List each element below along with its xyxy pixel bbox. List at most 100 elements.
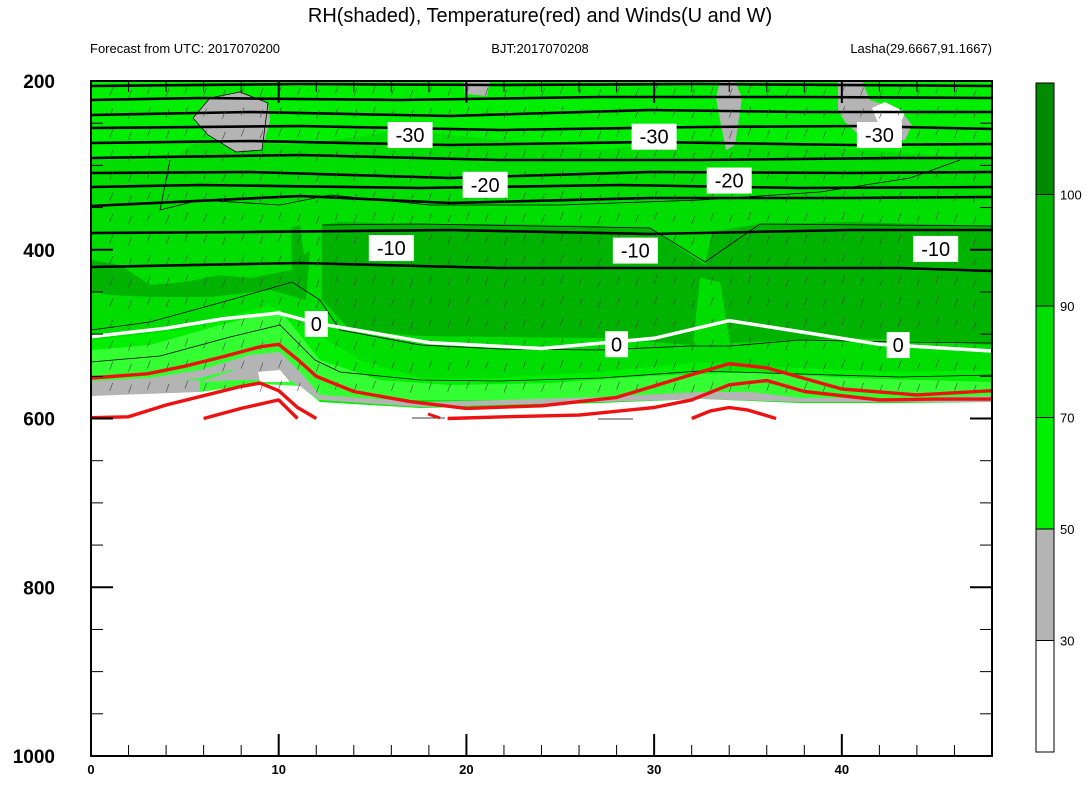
wind-barb xyxy=(541,362,545,371)
wind-barb xyxy=(728,88,733,97)
wind-barb xyxy=(897,191,902,201)
wind-barb xyxy=(297,256,301,265)
below-ground xyxy=(91,384,992,756)
wind-barb xyxy=(972,236,977,246)
colorbar-segment xyxy=(1035,417,1055,530)
contour-label-box xyxy=(368,235,414,262)
wind-barb xyxy=(484,361,489,370)
wind-barb xyxy=(954,192,958,202)
wind-barb xyxy=(353,257,358,266)
wind-barb xyxy=(879,215,883,225)
wind-barb xyxy=(315,300,320,309)
wind-barb xyxy=(240,318,245,327)
wind-barb xyxy=(578,256,583,265)
wind-barb xyxy=(203,87,207,96)
wind-barb xyxy=(278,232,282,242)
wind-barb xyxy=(165,235,170,245)
wind-barb xyxy=(954,213,958,223)
red-contour-line xyxy=(91,342,992,411)
wind-barb xyxy=(522,128,527,137)
wind-barb xyxy=(278,317,282,326)
wind-barb xyxy=(935,296,939,305)
wind-barb xyxy=(860,108,864,117)
wind-barb xyxy=(147,339,151,348)
wind-barb xyxy=(184,275,189,284)
wind-barb xyxy=(447,172,451,181)
x-tick-label: 30 xyxy=(647,762,661,777)
wind-barb xyxy=(804,170,808,179)
wind-barb xyxy=(672,213,677,223)
wind-barb xyxy=(447,151,451,160)
wind-barb xyxy=(278,169,282,178)
rh-gray-surface-left xyxy=(91,380,200,396)
wind-barb xyxy=(203,234,207,244)
wind-barb xyxy=(240,297,245,306)
rh-contour-line xyxy=(91,324,992,382)
wind-barb xyxy=(616,149,620,158)
wind-barb xyxy=(653,359,658,368)
wind-barb xyxy=(484,213,489,223)
wind-barb xyxy=(259,130,264,139)
colorbar-tick-label: 70 xyxy=(1060,411,1074,426)
wind-barb xyxy=(165,109,170,118)
wind-barb xyxy=(409,194,414,204)
wind-barb xyxy=(766,234,771,244)
wind-barb xyxy=(860,213,864,223)
wind-barb xyxy=(109,256,114,265)
wind-barb xyxy=(616,128,620,137)
wind-barb xyxy=(841,190,846,200)
wind-barb xyxy=(804,255,808,264)
contour-label-box xyxy=(387,122,433,148)
wind-barb xyxy=(635,214,639,224)
wind-barb xyxy=(222,279,226,288)
wind-barb xyxy=(841,317,846,326)
wind-barb xyxy=(747,275,752,284)
wind-barb xyxy=(428,255,433,264)
contour-label: 0 xyxy=(886,332,910,359)
wind-barb xyxy=(259,109,264,118)
wind-barb xyxy=(240,212,245,222)
wind-barb xyxy=(822,172,827,181)
wind-barb xyxy=(935,85,939,94)
wind-barb xyxy=(728,235,733,245)
wind-barb xyxy=(109,361,114,370)
wind-barb xyxy=(691,300,695,309)
wind-barb xyxy=(804,212,808,222)
wind-barb xyxy=(240,128,245,137)
wind-barb xyxy=(747,85,752,94)
wind-barb xyxy=(578,361,583,370)
wind-barb xyxy=(109,87,114,96)
isotherm-line xyxy=(91,82,992,88)
wind-barb xyxy=(391,361,395,370)
wind-barb xyxy=(954,108,958,117)
wind-barb xyxy=(635,278,639,287)
wind-barb xyxy=(541,88,545,97)
wind-barb xyxy=(503,152,508,161)
wind-barb xyxy=(147,212,151,222)
wind-barb xyxy=(578,129,583,138)
wind-barb xyxy=(578,171,583,180)
isotherm-line xyxy=(91,261,992,273)
wind-barb xyxy=(935,380,939,389)
wind-barb xyxy=(372,296,376,305)
wind-barb xyxy=(409,173,414,182)
wind-barb xyxy=(203,150,207,159)
wind-barb xyxy=(972,258,977,267)
wind-barb xyxy=(259,88,264,97)
wind-barb xyxy=(597,194,602,204)
wind-barb xyxy=(785,173,789,182)
wind-barb xyxy=(653,148,658,157)
wind-barb xyxy=(334,191,339,201)
wind-barb xyxy=(222,131,226,140)
wind-barb xyxy=(484,129,489,138)
wind-barb xyxy=(409,384,414,393)
contour-label: -20 xyxy=(462,171,508,198)
wind-barb xyxy=(635,88,639,97)
wind-barb xyxy=(841,169,846,178)
wind-barb xyxy=(597,279,602,288)
wind-barb xyxy=(541,109,545,118)
wind-barb xyxy=(635,172,639,181)
wind-barb xyxy=(785,110,789,119)
wind-barb xyxy=(747,127,752,136)
